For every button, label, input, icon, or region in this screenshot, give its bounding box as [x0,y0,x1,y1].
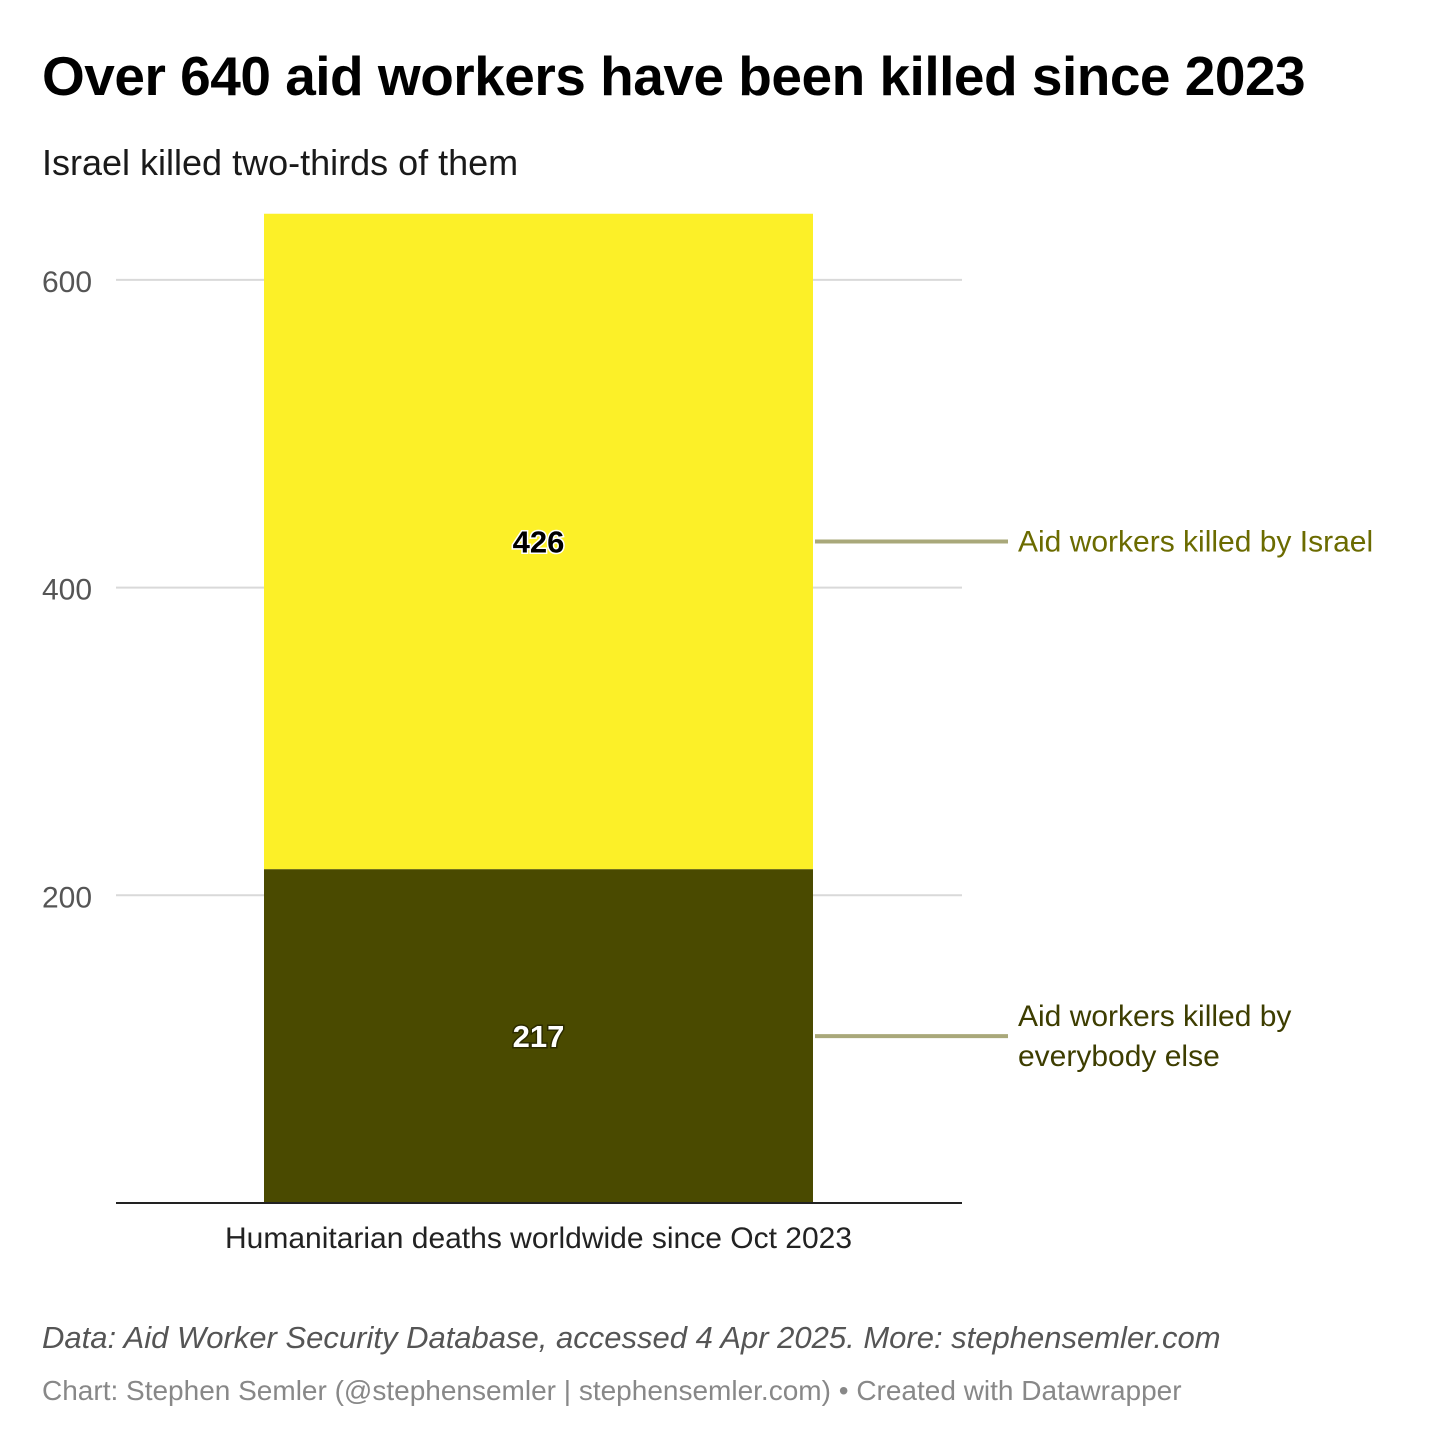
series-label: Aid workers killed by everybody else [1018,1000,1291,1073]
y-tick-label: 400 [42,574,92,607]
series-label: Aid workers killed by Israel [1018,525,1373,558]
bar-segment [264,213,813,870]
source-note: Data: Aid Worker Security Database, acce… [42,1320,1221,1355]
credit-text: Chart: Stephen Semler (@stephensemler | … [42,1375,831,1406]
chart-subtitle: Israel killed two-thirds of them [42,142,519,183]
x-category-label: Humanitarian deaths worldwide since Oct … [225,1222,852,1255]
credit-separator: • [830,1375,857,1406]
bar-segment [264,869,813,1203]
data-label: 426 [513,524,565,559]
datawrapper-credit: Created with Datawrapper [856,1375,1182,1406]
data-label: 217 [513,1019,565,1054]
y-tick-label: 600 [42,266,92,299]
chart-credit: Chart: Stephen Semler (@stephensemler | … [42,1375,1182,1407]
chart-title: Over 640 aid workers have been killed si… [42,45,1306,107]
y-tick-label: 200 [42,881,92,914]
